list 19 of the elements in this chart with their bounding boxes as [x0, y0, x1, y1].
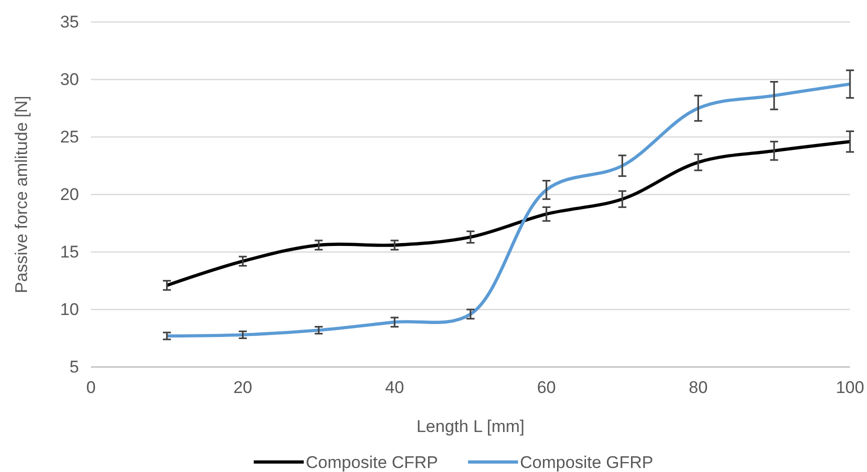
x-tick-label: 60: [536, 378, 556, 398]
x-tick-label: 0: [86, 378, 96, 398]
y-tick-label: 15: [60, 242, 79, 262]
y-tick-label: 25: [60, 127, 79, 146]
y-tick-label: 20: [60, 184, 79, 204]
y-tick-label: 10: [60, 300, 79, 319]
x-axis-title: Length L [mm]: [416, 417, 525, 436]
x-tick-label: 20: [233, 378, 252, 398]
line-series: [165, 82, 852, 338]
y-tick-label: 35: [60, 12, 79, 32]
y-axis-title: Passive force amlitude [N]: [12, 96, 31, 294]
legend-label: Composite CFRP: [306, 453, 438, 472]
x-tick-label: 40: [385, 378, 404, 398]
x-tick-label: 100: [836, 378, 864, 398]
legend-label: Composite GFRP: [520, 453, 654, 472]
line-series: [165, 140, 852, 287]
x-tick-label: 80: [688, 378, 708, 398]
y-tick-label: 30: [60, 70, 79, 89]
y-tick-label: 5: [70, 357, 79, 376]
